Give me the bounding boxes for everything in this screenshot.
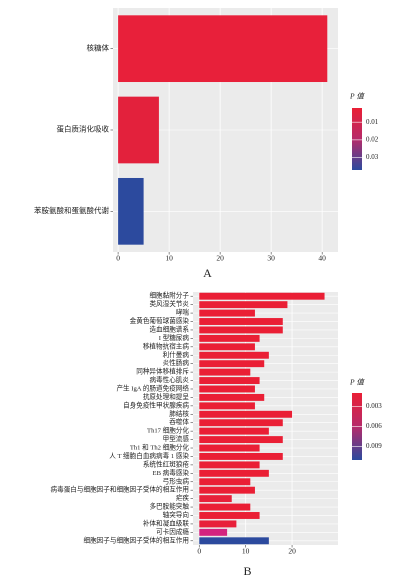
y-tick-label: 补体和凝血级联 (143, 518, 190, 527)
bar (118, 15, 328, 83)
bar (199, 419, 283, 427)
y-tick-label: 可卡因成瘾 (156, 527, 189, 536)
y-tick-label: 弓形虫病 (163, 476, 190, 485)
y-tick-label: 人 T 细胞白血病病毒 1 感染 (109, 451, 189, 460)
y-tick-label: 金黄色葡萄球菌感染 (130, 316, 190, 325)
y-tick-label: 同种异体移植排斥 (136, 367, 189, 376)
y-tick-label: 类风湿关节炎 (149, 299, 189, 308)
x-tick-label: 0 (197, 547, 201, 556)
bar (199, 309, 255, 317)
y-tick-label: 肺结核 (169, 409, 189, 418)
bar (199, 393, 265, 401)
legend-title: P 值 (349, 378, 365, 387)
bar (199, 537, 269, 545)
panel-label: B (243, 564, 251, 578)
panel-label: A (203, 266, 212, 280)
y-tick-label: 移植物抗宿主病 (143, 341, 190, 350)
colorbar-tick-label: 0.009 (366, 442, 382, 450)
bar (199, 318, 283, 325)
colorbar-tick-label: 0.02 (366, 135, 379, 143)
colorbar-tick-label: 0.03 (366, 153, 379, 161)
y-tick-label: 炎性肠病 (163, 358, 190, 367)
x-tick-label: 20 (216, 254, 224, 263)
bar (199, 410, 293, 418)
y-tick-label: 轴突导向 (163, 510, 189, 519)
bar (199, 461, 260, 469)
bar (199, 301, 288, 309)
y-tick-label: 病毒性心肌炎 (149, 375, 189, 384)
bar (199, 478, 251, 486)
bar (199, 495, 232, 503)
y-tick-label: Th17 细胞分化 (147, 426, 189, 435)
y-tick-label: 利什曼病 (163, 350, 190, 359)
y-tick-label: 产生 IgA 的肠道免疫网络 (116, 383, 189, 392)
bar (118, 177, 144, 245)
y-tick-label: 吞噬体 (169, 417, 189, 426)
colorbar-tick-label: 0.006 (366, 422, 382, 430)
y-tick-label: 抗原处理和提呈 (143, 392, 190, 401)
bar (199, 512, 260, 519)
bar (199, 385, 255, 393)
bar (199, 520, 237, 528)
y-tick-label: 甲型流感 (163, 434, 190, 443)
x-tick-label: 10 (242, 547, 250, 556)
y-tick-label: 造血细胞谱系 (149, 324, 189, 333)
bar (199, 444, 260, 452)
bar (199, 343, 255, 351)
colorbar (352, 108, 362, 170)
x-tick-label: 30 (267, 254, 275, 263)
bar (199, 368, 251, 376)
legend-title: P 值 (349, 92, 365, 101)
bar (199, 469, 269, 477)
bar (199, 452, 283, 460)
y-tick-label: 系统性红斑狼疮 (143, 459, 190, 468)
bar (199, 486, 255, 494)
bar (199, 377, 260, 385)
x-tick-label: 0 (116, 254, 120, 263)
y-tick-label: Th1 和 Th2 细胞分化 (130, 443, 190, 452)
y-tick-label: 细胞黏附分子 (149, 291, 189, 300)
bar (199, 503, 251, 511)
bar (199, 528, 228, 536)
bar (199, 334, 260, 342)
bar (199, 326, 283, 334)
x-tick-label: 40 (318, 254, 326, 263)
plot-panel (193, 292, 338, 545)
colorbar-tick-label: 0.01 (366, 118, 379, 126)
bar (199, 402, 255, 410)
y-tick-label: 核糖体 (87, 42, 110, 52)
y-tick-label: 哮喘 (176, 308, 190, 317)
y-tick-label: 自身免疫性甲状腺疾病 (123, 400, 189, 409)
y-tick-label: 多巴胺能突触 (149, 502, 189, 511)
bar (199, 292, 325, 300)
bar (199, 427, 269, 435)
bar (118, 96, 159, 164)
y-tick-label: I 型糖尿病 (159, 333, 190, 342)
y-tick-label: 蛋白质消化吸收 (57, 124, 110, 134)
y-tick-label: EB 病毒感染 (153, 468, 190, 477)
y-tick-label: 病毒蛋白与细胞因子和细胞因子受体的相互作用 (51, 485, 189, 494)
x-tick-label: 10 (165, 254, 173, 263)
y-tick-label: 疟疾 (176, 493, 190, 502)
bar (199, 360, 265, 368)
bar (199, 351, 269, 359)
y-tick-label: 细胞因子与细胞因子受体的相互作用 (84, 535, 190, 544)
y-tick-label: 苯胺氨酸和蛋氨酸代谢 (34, 205, 109, 215)
bar (199, 436, 283, 444)
colorbar-tick-label: 0.003 (366, 402, 382, 410)
x-tick-label: 20 (288, 547, 296, 556)
